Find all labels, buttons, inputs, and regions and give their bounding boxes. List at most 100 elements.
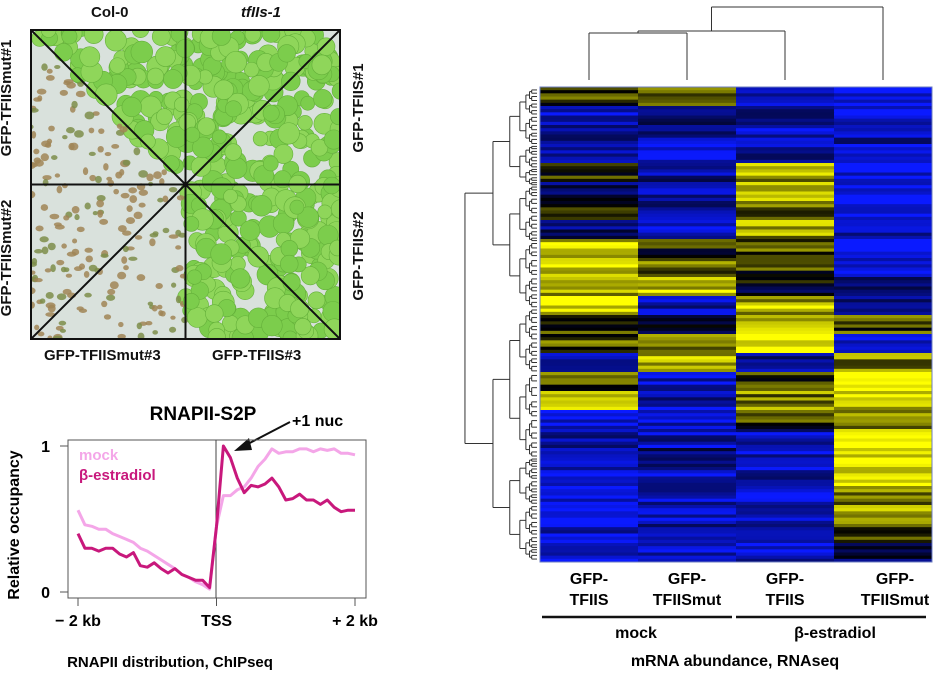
heatmap-cell [736, 346, 835, 351]
heatmap-cell [834, 188, 933, 192]
heatmap-cell [834, 125, 933, 129]
heatmap-cell [540, 286, 639, 291]
heatmap-cell [834, 296, 933, 300]
heatmap-cell [736, 524, 835, 528]
seedling-green [317, 204, 333, 220]
heatmap-cell [540, 416, 639, 420]
seedling-pale [88, 151, 96, 157]
seedling-pale [92, 210, 98, 216]
heatmap-cell [736, 232, 835, 237]
heatmap-cell [834, 343, 933, 348]
heatmap-cell [736, 549, 835, 553]
heatmap-cell [540, 239, 639, 243]
heatmap-cell [736, 150, 835, 154]
heatmap-cell [638, 451, 737, 455]
heatmap-cell [638, 324, 737, 329]
seedling-pale [146, 173, 154, 182]
heatmap-cell [638, 286, 737, 291]
heatmap-cell [638, 175, 737, 180]
heatmap-cell [736, 258, 835, 262]
seedling-pale [99, 218, 109, 225]
heatmap-cell [834, 134, 933, 139]
heatmap-cell [736, 508, 835, 512]
heatmap-cell [736, 299, 835, 303]
heatmap-cell [540, 315, 639, 319]
heatmap-cell [736, 182, 835, 186]
heatmap-cell [540, 482, 639, 487]
heatmap-cell [638, 406, 737, 411]
heatmap-cell [638, 555, 737, 560]
heatmap-cell [638, 381, 737, 386]
heatmap-cell [540, 109, 639, 113]
heatmap-cell [834, 261, 933, 265]
heatmap-cell [540, 334, 639, 338]
heatmap-cell [736, 125, 835, 129]
heatmap-cell [834, 159, 933, 164]
y-tick-label: 1 [41, 439, 50, 456]
heatmap-cell [540, 150, 639, 154]
heatmap-cell [638, 115, 737, 120]
seedling-pale [149, 232, 159, 238]
x-tick-label: − 2 kb [55, 613, 101, 630]
heatmap-cell [638, 178, 737, 183]
heatmap-cell [834, 422, 933, 427]
heatmap-cell [736, 482, 835, 487]
heatmap-cell [638, 495, 737, 500]
seedling-green [184, 126, 201, 143]
seedling-green [205, 304, 224, 323]
heatmap-cell [736, 495, 835, 500]
heatmap-cell [638, 163, 737, 167]
heatmap-cell [638, 403, 737, 408]
heatmap-cell [540, 220, 639, 224]
seedling-green [282, 273, 301, 292]
heatmap-cell [736, 552, 835, 557]
heatmap-cell [736, 353, 835, 357]
seedling-pale [85, 255, 93, 263]
seedling-pale [63, 267, 70, 273]
heatmap-cell [540, 343, 639, 348]
heatmap-cell [540, 381, 639, 386]
legend-entry-estradiol: β-estradiol [79, 467, 156, 484]
y-axis-label: Relative occupancy [6, 450, 23, 600]
seedling-green [307, 291, 326, 310]
heatmap-cell [638, 327, 737, 332]
seedling-pale [117, 271, 127, 280]
seedling-pale [61, 243, 67, 249]
heatmap-cell [540, 318, 639, 322]
seedling-pale [83, 270, 90, 278]
heatmap-cell [736, 387, 835, 392]
heatmap-cell [540, 213, 639, 218]
seedling-pale [40, 153, 49, 162]
heatmap-cell [736, 131, 835, 135]
heatmap-cell [638, 318, 737, 322]
left-label-1: GFP-TFIISmut#1 [0, 38, 18, 158]
heatmap-cell [736, 159, 835, 164]
heatmap-cell [540, 539, 639, 544]
seedling-green [273, 144, 294, 164]
chipseq-line-chart: RNAPII-S2P +1 nuc Relative occupancy 01 … [6, 404, 378, 671]
heatmap-cell [834, 191, 933, 196]
heatmap-cell [638, 539, 737, 544]
seedling-pale [49, 213, 60, 220]
heatmap-cell [638, 413, 737, 417]
seedling-pale [35, 225, 44, 232]
heatmap-cell [638, 517, 737, 522]
heatmap-cell [736, 321, 835, 325]
annotation-plus1-nuc: +1 nuc [292, 413, 343, 430]
heatmap-cell [834, 302, 933, 306]
heatmap-cell [736, 457, 835, 462]
heatmap-cell [834, 289, 933, 294]
seedling-pale [138, 202, 146, 208]
heatmap-cell [638, 311, 737, 316]
heatmap-cell [638, 511, 737, 515]
heatmap-cell [540, 425, 639, 430]
heatmap-cell [540, 387, 639, 392]
heatmap-cell [736, 277, 835, 281]
heatmap-cell [834, 511, 933, 515]
seedling-pale [178, 232, 187, 238]
seedling-pale [147, 301, 154, 306]
heatmap-cell [540, 292, 639, 297]
heatmap-cell [638, 258, 737, 262]
heatmap-cell [736, 242, 835, 246]
seedling-pale [120, 192, 130, 199]
